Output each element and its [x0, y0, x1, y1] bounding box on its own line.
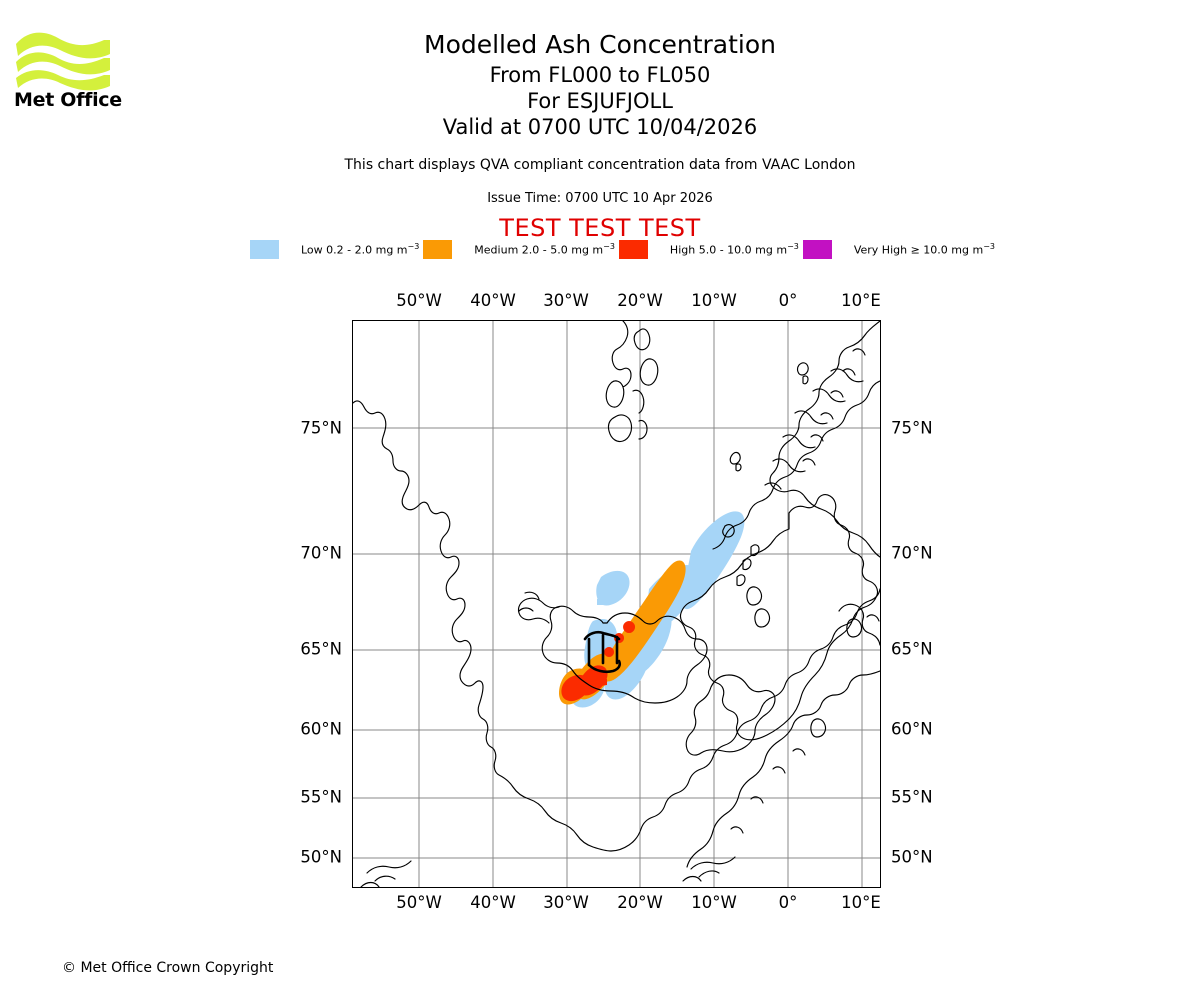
legend-high: High 5.0 - 10.0 mg m−3 — [618, 240, 799, 259]
legend-low-swatch — [250, 240, 279, 259]
lon-tick-top: 30°W — [543, 291, 589, 310]
lat-tick-left: 55°N — [300, 787, 342, 807]
issue-time: Issue Time: 0700 UTC 10 Apr 2026 — [487, 191, 713, 206]
lon-tick-top: 50°W — [396, 291, 442, 310]
copyright-text: © Met Office Crown Copyright — [62, 960, 274, 976]
lon-tick-bot: 50°W — [396, 893, 442, 912]
lon-tick-top: 20°W — [617, 291, 663, 310]
lat-tick-right: 65°N — [891, 639, 933, 659]
lon-tick-bot: 0° — [778, 893, 798, 912]
flight-level-range: From FL000 to FL050 — [489, 63, 711, 87]
coastline-hebrides — [736, 544, 771, 628]
ash-low-area — [681, 511, 745, 610]
lat-tick-right: 60°N — [891, 719, 933, 739]
legend-very-high-swatch — [802, 240, 832, 259]
lon-tick-bot: 10°W — [691, 893, 737, 912]
lat-tick-left: 50°N — [300, 847, 342, 867]
concentration-legend: Low 0.2 - 2.0 mg m−3 Medium 2.0 - 5.0 mg… — [250, 240, 995, 259]
ash-high-streak — [581, 679, 607, 689]
lat-tick-right: 75°N — [891, 418, 933, 438]
coastline-greenland-fjords — [764, 368, 864, 490]
lat-tick-right: 70°N — [891, 543, 933, 563]
coastline-faroe — [729, 451, 742, 472]
ash-high-area-2 — [561, 674, 590, 702]
legend-high-label: High 5.0 - 10.0 mg m−3 — [669, 242, 799, 257]
valid-time: Valid at 0700 UTC 10/04/2026 — [442, 115, 758, 139]
chart-subtitle: This chart displays QVA compliant concen… — [344, 157, 856, 173]
met-office-logo — [14, 28, 124, 118]
legend-very-high-label: Very High ≥ 10.0 mg m−3 — [853, 242, 995, 257]
coastline-europe-mainland — [686, 670, 880, 868]
ash-medium-area — [602, 560, 686, 682]
legend-medium-label: Medium 2.0 - 5.0 mg m−3 — [474, 242, 615, 257]
ash-low-speck — [597, 599, 605, 605]
volcano-marker — [583, 630, 622, 674]
page-title: Modelled Ash Concentration — [424, 30, 776, 59]
lat-tick-left: 75°N — [300, 418, 342, 438]
coastline-europe-detail — [730, 718, 827, 834]
lon-tick-bot: 10°E — [841, 893, 881, 912]
coastline-norway-fjords — [802, 348, 866, 466]
coastline-greenland-east — [712, 380, 880, 550]
legend-medium: Medium 2.0 - 5.0 mg m−3 — [423, 240, 615, 259]
coastline-norway — [769, 321, 880, 558]
lon-tick-top: 10°W — [691, 291, 737, 310]
coastlines — [353, 321, 880, 887]
volcano-name: For ESJUFJOLL — [527, 89, 673, 113]
legend-low: Low 0.2 - 2.0 mg m−3 — [250, 240, 419, 259]
graticule-gridlines — [353, 321, 880, 887]
coastline-great-britain — [679, 494, 879, 741]
coastline-svalbard — [605, 321, 659, 443]
ash-high-dot-1 — [623, 621, 636, 633]
lon-tick-top: 10°E — [841, 291, 881, 310]
lon-tick-bot: 20°W — [617, 893, 663, 912]
lat-tick-right: 50°N — [891, 847, 933, 867]
legend-very-high: Very High ≥ 10.0 mg m−3 — [802, 240, 995, 259]
legend-high-swatch — [618, 240, 648, 259]
coastline-france — [682, 856, 736, 882]
ash-high-dot-3 — [604, 647, 615, 657]
legend-medium-swatch — [423, 240, 453, 259]
test-banner: TEST TEST TEST — [499, 214, 701, 242]
coastline-greenland — [353, 400, 880, 852]
coastline-ireland — [685, 674, 776, 756]
met-office-logo-text: Met Office — [14, 89, 122, 111]
map-svg — [353, 321, 880, 887]
lat-tick-left: 65°N — [300, 639, 342, 659]
lon-tick-top: 0° — [778, 291, 798, 310]
lat-tick-right: 55°N — [891, 787, 933, 807]
legend-low-label: Low 0.2 - 2.0 mg m−3 — [301, 242, 420, 257]
coastline-denmark — [838, 603, 880, 646]
coastline-jan-mayen — [722, 524, 735, 538]
lat-tick-left: 60°N — [300, 719, 342, 739]
lat-tick-left: 70°N — [300, 543, 342, 563]
ash-low-area-6 — [596, 570, 630, 606]
lon-tick-bot: 30°W — [543, 893, 589, 912]
coastline-iceland — [541, 605, 708, 704]
coastline-iceland-westfjords — [517, 591, 560, 624]
coastline-shetland — [797, 362, 809, 385]
map-plot-area — [352, 320, 881, 888]
lon-tick-top: 40°W — [470, 291, 516, 310]
lon-tick-bot: 40°W — [470, 893, 516, 912]
coastline-newfoundland — [360, 860, 412, 887]
ash-plume — [559, 511, 745, 708]
